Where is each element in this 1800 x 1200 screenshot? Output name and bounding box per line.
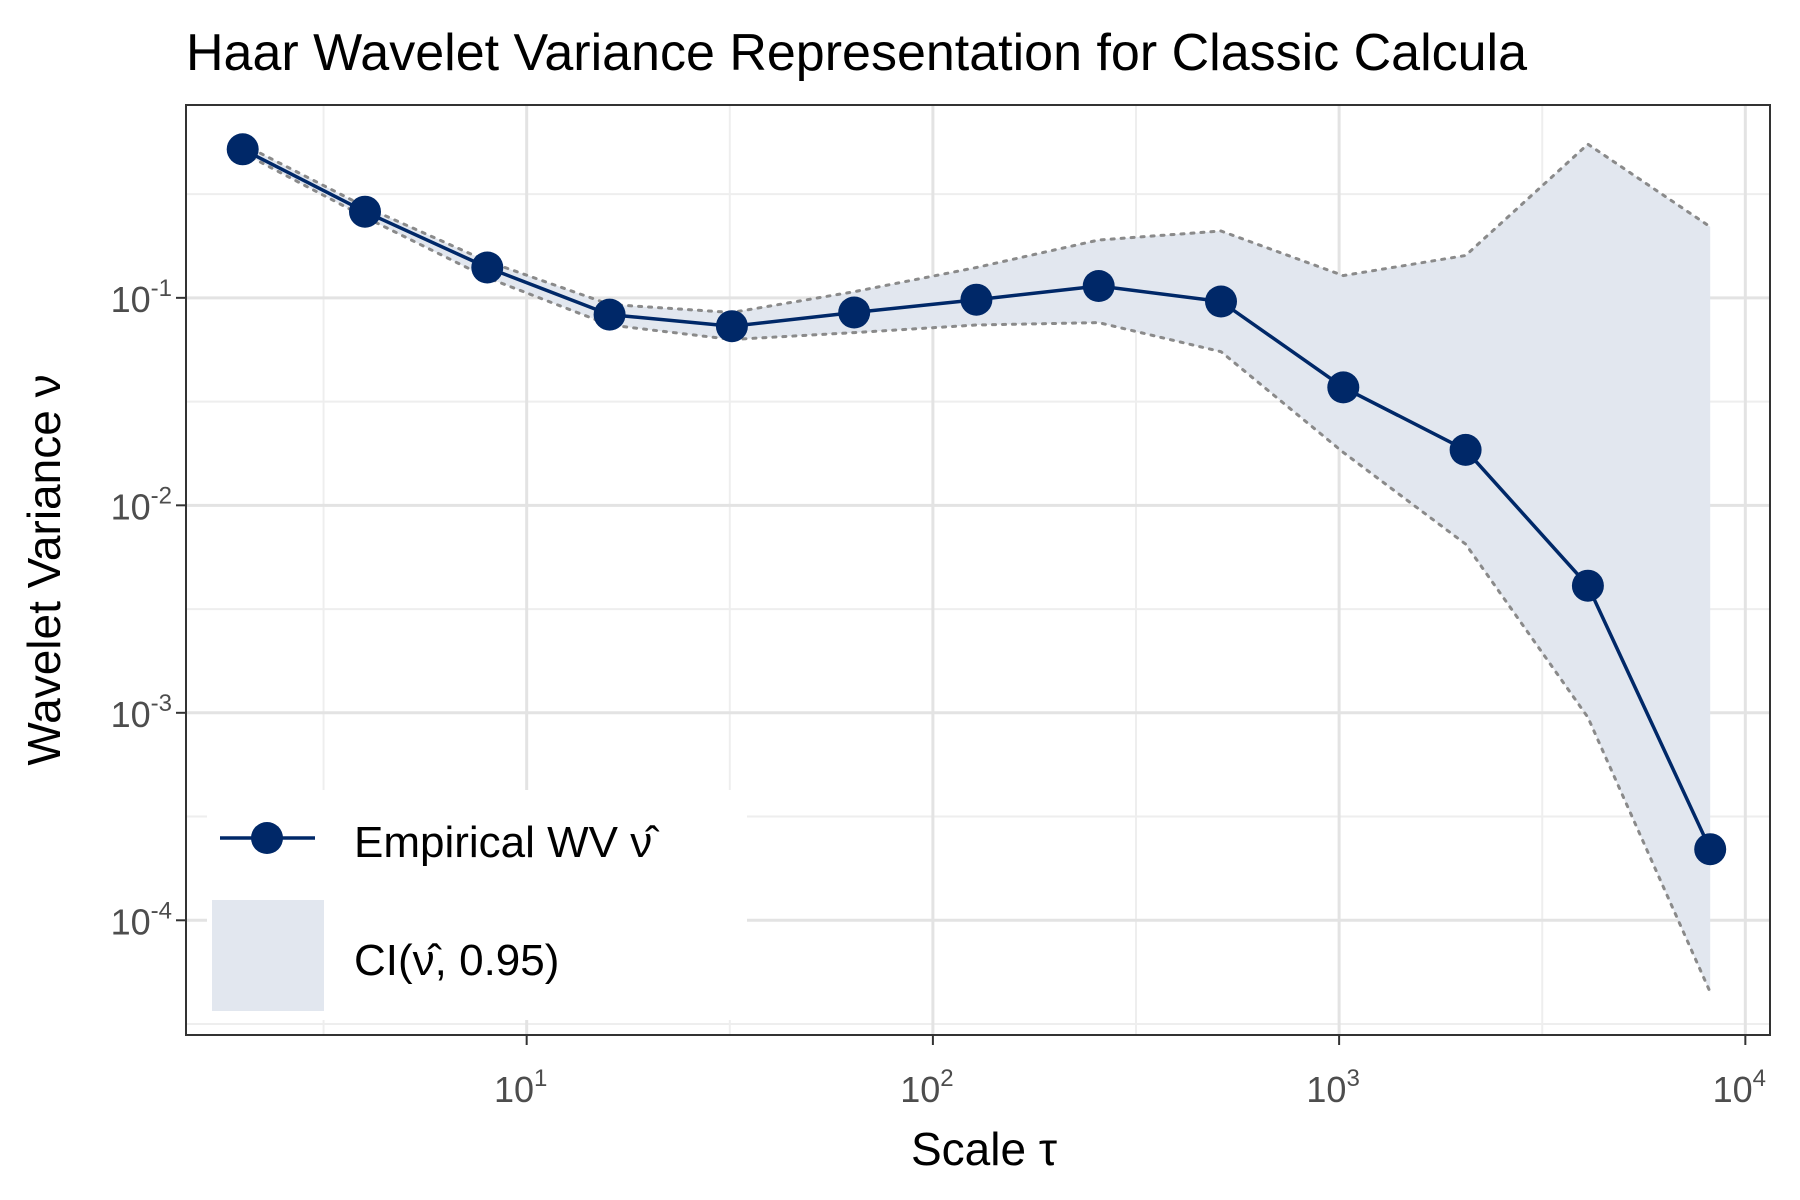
x-tick-label: 102 <box>900 1065 953 1110</box>
data-point <box>593 298 626 331</box>
plot-border <box>185 104 1771 1036</box>
x-tick-label: 104 <box>1713 1065 1766 1110</box>
legend-band-key <box>212 900 324 1011</box>
data-point <box>1327 371 1360 404</box>
data-point <box>838 296 871 329</box>
data-point <box>1449 433 1482 466</box>
data-point <box>1694 833 1727 866</box>
data-point <box>1571 569 1604 602</box>
legend-marker-key <box>251 822 283 854</box>
plot-panel: Empirical WV ν̂ CI(ν̂, 0.95) <box>185 104 1771 1036</box>
x-tick-label: 101 <box>494 1065 547 1110</box>
legend-label-ci: CI(ν̂, 0.95) <box>354 936 559 985</box>
x-axis-title: Scale τ <box>911 1123 1057 1175</box>
data-point <box>715 310 748 343</box>
legend: Empirical WV ν̂ CI(ν̂, 0.95) <box>207 790 747 1020</box>
legend-label-empirical: Empirical WV ν̂ <box>354 818 660 867</box>
ci-band-area <box>242 144 1711 993</box>
ci-lower-bound-line <box>241 151 1712 994</box>
x-axis-ticks: 101 102 103 104 <box>494 1035 1766 1110</box>
data-point <box>349 195 381 228</box>
data-point <box>1205 285 1237 318</box>
y-axis-ticks: 10-1 10-2 10-3 10-4 <box>111 275 186 942</box>
y-tick-label: 10-2 <box>111 482 172 527</box>
chart-title: Haar Wavelet Variance Representation for… <box>186 24 1527 82</box>
data-markers <box>226 133 1727 866</box>
data-point <box>1082 270 1115 302</box>
y-tick-label: 10-1 <box>111 275 172 320</box>
data-point <box>471 251 504 284</box>
y-tick-label: 10-4 <box>111 897 172 942</box>
y-tick-label: 10-3 <box>111 690 172 735</box>
data-point <box>226 133 259 166</box>
data-point <box>960 283 993 316</box>
y-axis-title: Wavelet Variance ν <box>18 374 70 765</box>
x-tick-label: 103 <box>1306 1065 1359 1110</box>
